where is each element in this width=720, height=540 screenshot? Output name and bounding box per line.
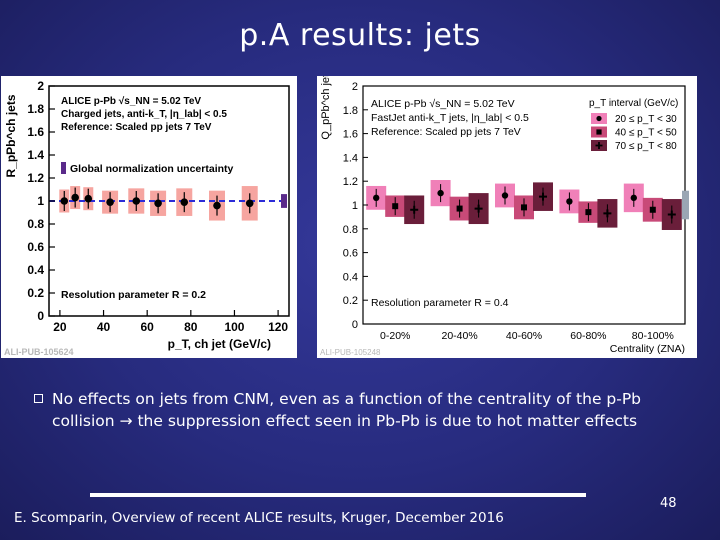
category-label: 40-60% xyxy=(506,330,542,342)
data-point xyxy=(566,198,573,205)
data-point xyxy=(539,192,547,201)
qppb-chart-panel: 0 0.2 0.4 0.6 0.8 1 1.2 1.4 1.6 1.8 2 0-20% 20-40% 40… xyxy=(317,76,697,358)
data-point xyxy=(392,203,399,210)
y-tick-label: 2 xyxy=(37,79,44,93)
x-tick-label: 60 xyxy=(141,320,155,334)
data-point xyxy=(585,209,592,216)
y-tick-label: 1.2 xyxy=(343,176,358,188)
x-tick-label: 40 xyxy=(97,320,111,334)
y-tick-label: 0.4 xyxy=(27,263,44,277)
watermark: ALI-PUB-105624 xyxy=(4,347,74,357)
x-axis-label: Centrality (ZNA) xyxy=(610,343,685,355)
y-tick-label: 0 xyxy=(37,309,44,323)
data-point xyxy=(132,197,141,205)
slide-title: p.A results: jets xyxy=(239,18,481,53)
resolution-label: Resolution parameter R = 0.4 xyxy=(371,297,509,309)
resolution-label: Resolution parameter R = 0.2 xyxy=(61,289,206,301)
data-point xyxy=(180,198,189,206)
category-label: 80-100% xyxy=(632,330,674,342)
y-tick-label: 0.2 xyxy=(27,286,44,300)
data-point xyxy=(521,204,527,211)
legend-line: ALICE p-Pb √s_NN = 5.02 TeV xyxy=(61,96,201,107)
y-tick-label: 1.4 xyxy=(27,148,44,162)
data-point xyxy=(71,193,79,202)
y-tick-label: 1.6 xyxy=(27,125,44,139)
y-tick-label: 1.8 xyxy=(343,105,358,117)
data-point xyxy=(474,204,483,213)
data-point xyxy=(410,205,419,214)
data-point xyxy=(60,197,69,205)
legend-marker xyxy=(595,142,603,149)
data-point xyxy=(213,201,221,210)
watermark: ALI-PUB-105248 xyxy=(320,348,381,357)
legend-marker xyxy=(596,129,602,135)
data-point xyxy=(437,189,444,197)
legend-line: ALICE p-Pb √s_NN = 5.02 TeV xyxy=(371,98,515,110)
y-tick-label: 1 xyxy=(352,200,358,212)
y-tick-label: 1 xyxy=(37,194,44,208)
data-point xyxy=(373,194,380,202)
y-axis-label: R_pPb^ch jets xyxy=(4,94,18,177)
y-axis-label: Q_pPb^ch jets xyxy=(320,76,332,140)
data-point xyxy=(245,199,254,208)
y-tick-label: 2 xyxy=(352,81,358,93)
data-point xyxy=(456,205,463,212)
legend-title: p_T interval (GeV/c) xyxy=(589,98,678,109)
legend-line: Reference: Scaled pp jets 7 TeV xyxy=(61,122,212,133)
bullet-item: No effects on jets from CNM, even as a f… xyxy=(34,388,692,432)
y-tick-label: 1.4 xyxy=(343,152,358,164)
legend-line: Reference: Scaled pp jets 7 TeV xyxy=(371,126,521,138)
y-tick-label: 0.6 xyxy=(343,248,358,260)
legend-marker xyxy=(596,115,602,122)
data-point xyxy=(667,210,676,219)
bullet-text: No effects on jets from CNM, even as a f… xyxy=(52,390,642,430)
footer-citation: E. Scomparin, Overview of recent ALICE r… xyxy=(14,510,504,526)
legend-line: FastJet anti-k_T jets, |η_lab| < 0.5 xyxy=(371,112,529,124)
x-axis-label: p_T, ch jet (GeV/c) xyxy=(168,337,271,351)
data-point xyxy=(84,194,93,203)
y-tick-label: 1.2 xyxy=(27,171,44,185)
x-tick-label: 100 xyxy=(224,320,244,334)
checkbox-bullet-icon xyxy=(34,394,43,403)
norm-legend-label: Global normalization uncertainty xyxy=(70,163,234,175)
legend-line: Charged jets, anti-k_T, |η_lab| < 0.5 xyxy=(61,109,227,120)
y-tick-label: 0.4 xyxy=(343,271,358,283)
norm-legend-swatch xyxy=(61,162,66,174)
rppb-chart-panel: 0 0.2 0.4 0.6 0.8 1 1.2 1.4 1.6 1.8 2 20 40 60 80 100 12… xyxy=(1,76,297,358)
y-tick-label: 0.8 xyxy=(27,217,44,231)
x-tick-label: 120 xyxy=(268,320,288,334)
y-tick-label: 0.6 xyxy=(27,240,44,254)
data-point xyxy=(649,206,656,213)
category-label: 0-20% xyxy=(380,330,410,342)
rppb-chart: 0 0.2 0.4 0.6 0.8 1 1.2 1.4 1.6 1.8 2 20 40 60 80 100 12… xyxy=(4,79,290,357)
footer-divider xyxy=(90,493,586,497)
data-point xyxy=(106,198,114,206)
y-tick-label: 0.2 xyxy=(343,295,358,307)
category-label: 20-40% xyxy=(441,330,477,342)
legend-label: 70 ≤ p_T < 80 xyxy=(615,141,677,152)
legend-label: 20 ≤ p_T < 30 xyxy=(615,114,677,125)
page-number: 48 xyxy=(660,496,677,511)
y-tick-label: 0 xyxy=(352,319,358,331)
data-point xyxy=(501,192,509,199)
qppb-chart: 0 0.2 0.4 0.6 0.8 1 1.2 1.4 1.6 1.8 2 0-20% 20-40% 40… xyxy=(320,76,689,357)
y-tick-label: 0.8 xyxy=(343,224,358,236)
x-tick-label: 80 xyxy=(184,320,198,334)
global-norm-box xyxy=(281,194,287,208)
category-label: 60-80% xyxy=(570,330,606,342)
x-tick-label: 20 xyxy=(53,320,67,334)
data-point xyxy=(603,209,612,218)
legend-label: 40 ≤ p_T < 50 xyxy=(615,128,677,139)
data-point xyxy=(630,194,637,202)
global-norm-box xyxy=(682,190,689,220)
data-point xyxy=(154,199,162,208)
y-tick-label: 1.6 xyxy=(343,129,358,141)
y-tick-label: 1.8 xyxy=(27,102,44,116)
